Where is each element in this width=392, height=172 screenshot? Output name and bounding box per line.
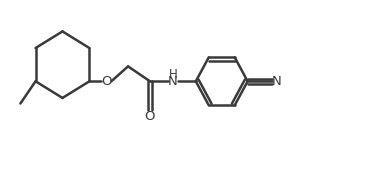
Text: N: N	[271, 75, 281, 88]
Text: O: O	[101, 75, 111, 88]
Text: O: O	[145, 110, 155, 123]
Text: N: N	[168, 75, 178, 88]
Text: H: H	[169, 68, 178, 81]
